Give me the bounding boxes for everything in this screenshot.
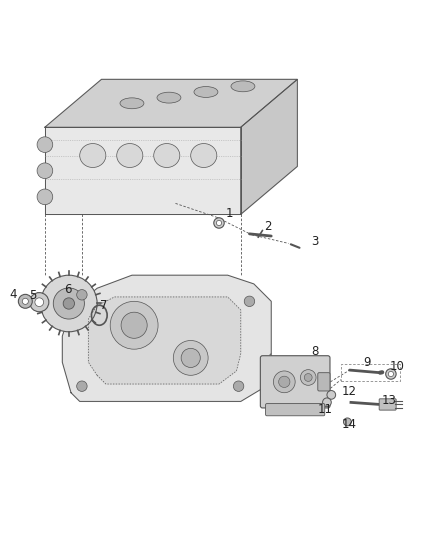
- Text: 14: 14: [342, 417, 357, 431]
- Text: 3: 3: [311, 235, 318, 248]
- Circle shape: [300, 370, 316, 385]
- Polygon shape: [88, 297, 241, 384]
- Circle shape: [77, 381, 87, 391]
- Circle shape: [343, 418, 351, 426]
- Circle shape: [77, 289, 87, 300]
- Text: 2: 2: [264, 220, 272, 232]
- Circle shape: [37, 189, 53, 205]
- Text: 8: 8: [311, 345, 318, 358]
- FancyBboxPatch shape: [265, 403, 325, 416]
- Circle shape: [279, 376, 290, 387]
- FancyBboxPatch shape: [260, 356, 330, 408]
- Circle shape: [37, 163, 53, 179]
- Circle shape: [22, 298, 28, 304]
- Circle shape: [244, 296, 254, 306]
- Circle shape: [389, 372, 393, 377]
- Circle shape: [110, 301, 158, 349]
- Circle shape: [304, 374, 312, 382]
- Circle shape: [216, 220, 222, 225]
- Polygon shape: [45, 127, 241, 214]
- Text: 5: 5: [29, 289, 37, 302]
- Circle shape: [41, 275, 97, 332]
- Circle shape: [30, 293, 49, 312]
- Circle shape: [327, 391, 336, 399]
- Polygon shape: [62, 275, 271, 401]
- Ellipse shape: [154, 143, 180, 167]
- Ellipse shape: [194, 86, 218, 98]
- Ellipse shape: [117, 143, 143, 167]
- Ellipse shape: [120, 98, 144, 109]
- Circle shape: [173, 341, 208, 375]
- Circle shape: [53, 288, 85, 319]
- Text: 9: 9: [363, 356, 371, 369]
- Text: 12: 12: [342, 385, 357, 398]
- Ellipse shape: [80, 143, 106, 167]
- Text: 11: 11: [318, 403, 333, 416]
- Polygon shape: [241, 79, 297, 214]
- Text: 4: 4: [10, 288, 18, 301]
- Text: 1: 1: [226, 207, 233, 220]
- Text: 13: 13: [381, 394, 396, 407]
- Circle shape: [37, 137, 53, 152]
- Ellipse shape: [231, 81, 255, 92]
- Ellipse shape: [157, 92, 181, 103]
- Circle shape: [273, 371, 295, 393]
- Circle shape: [233, 381, 244, 391]
- Polygon shape: [45, 79, 297, 127]
- Circle shape: [322, 398, 331, 407]
- Circle shape: [121, 312, 147, 338]
- Circle shape: [181, 349, 200, 367]
- Circle shape: [63, 298, 74, 309]
- FancyBboxPatch shape: [379, 399, 396, 410]
- Ellipse shape: [191, 143, 217, 167]
- Circle shape: [214, 218, 224, 228]
- Text: 10: 10: [390, 360, 405, 373]
- Text: 6: 6: [64, 282, 71, 296]
- Circle shape: [386, 369, 396, 379]
- FancyBboxPatch shape: [318, 373, 330, 391]
- Circle shape: [18, 294, 32, 308]
- Text: 7: 7: [100, 299, 108, 312]
- Circle shape: [35, 298, 44, 306]
